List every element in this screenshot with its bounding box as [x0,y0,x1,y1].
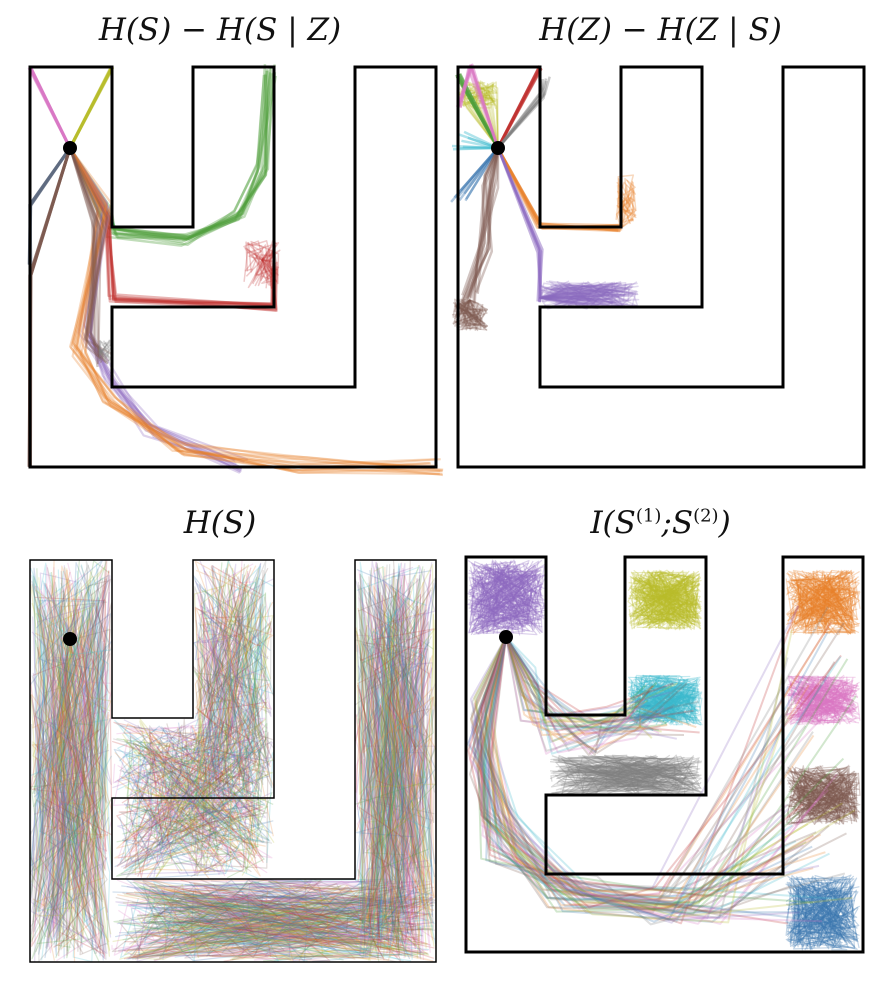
maze-plot-4 [440,495,881,981]
panel-state-entropy: H(S) [0,495,440,981]
maze-plot-2 [440,0,881,480]
trajectory-line [498,148,540,301]
trajectory-line [70,67,111,148]
trajectories-2 [451,65,639,331]
start-point [63,141,77,155]
trajectory-line [498,148,540,302]
maze-plot-3 [0,495,440,981]
trajectories-4 [468,557,863,952]
panel-entropy-difference-sz: H(S) − H(S | Z) [0,0,440,480]
start-point [63,632,77,646]
trajectory-line [70,148,440,474]
trajectories-1 [29,64,443,475]
panel-mutual-information: I(S(1);S(2)) [440,495,881,981]
panel-entropy-difference-zs: H(Z) − H(Z | S) [440,0,881,480]
trajectory-line [30,67,70,148]
trajectory-line [70,148,442,474]
trajectory-line [70,148,443,475]
start-point [499,630,513,644]
trajectories-3 [30,560,436,962]
start-point [491,141,505,155]
maze-plot-1 [0,0,440,480]
maze-wall [458,67,864,467]
